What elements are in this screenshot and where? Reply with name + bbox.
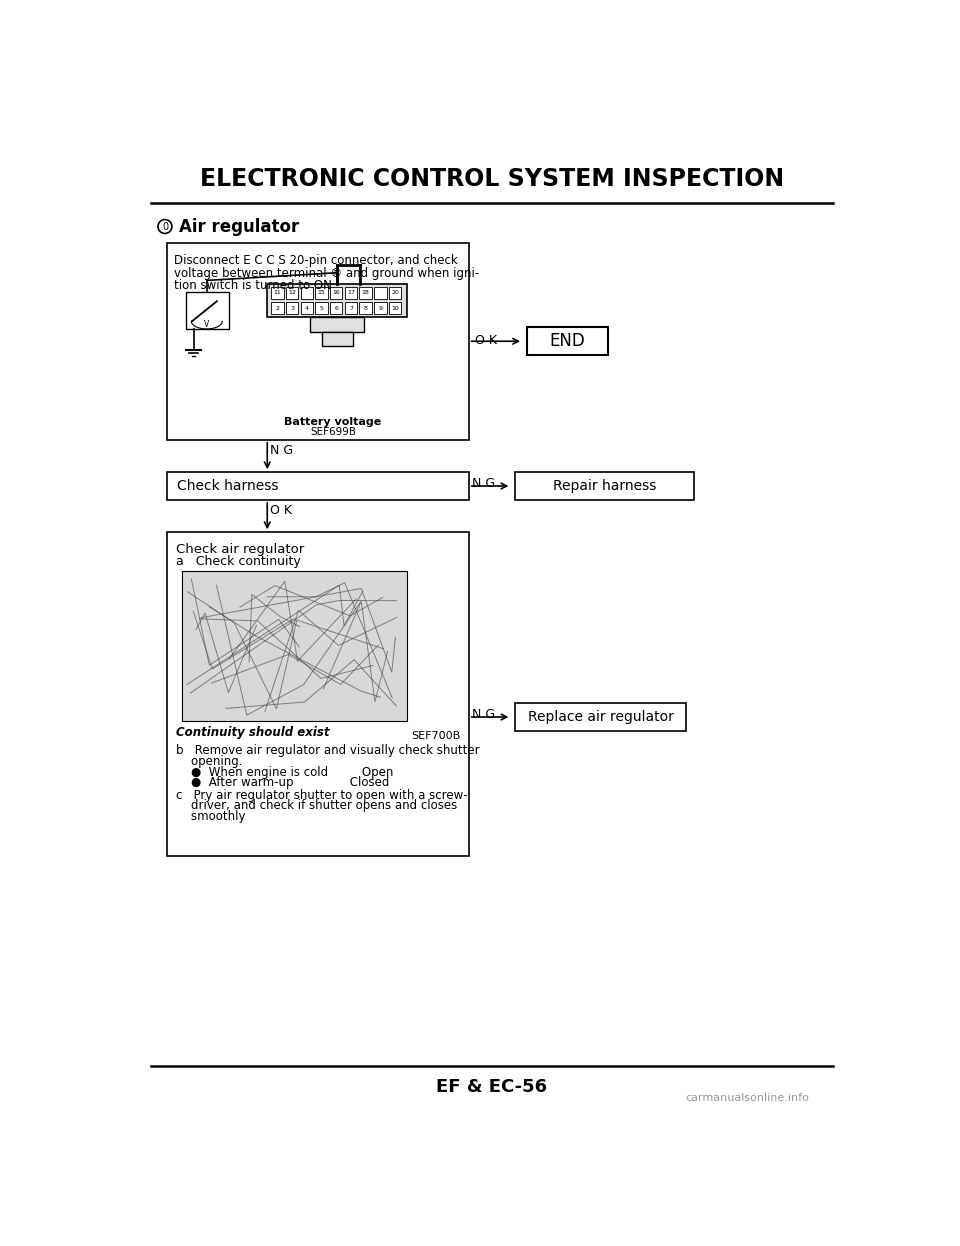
Bar [359, 302, 372, 314]
Text: tion switch is turned to ON: tion switch is turned to ON [175, 279, 332, 292]
Text: Disconnect E C C S 20-pin connector, and check: Disconnect E C C S 20-pin connector, and… [175, 254, 458, 267]
Text: 10: 10 [392, 305, 399, 310]
Text: 5: 5 [320, 305, 324, 310]
Bar [345, 302, 357, 314]
Bar [315, 287, 327, 299]
Bar [516, 472, 693, 500]
Text: 3: 3 [290, 305, 294, 310]
Bar [286, 302, 299, 314]
Text: opening.: opening. [176, 755, 242, 768]
Text: Check harness: Check harness [178, 478, 278, 493]
Text: b   Remove air regulator and visually check shutter: b Remove air regulator and visually chec… [176, 744, 479, 758]
Text: 11: 11 [274, 290, 281, 295]
Text: 8: 8 [364, 305, 368, 310]
Text: driver, and check if shutter opens and closes: driver, and check if shutter opens and c… [176, 800, 457, 812]
Text: 17: 17 [347, 290, 355, 295]
Text: Air regulator: Air regulator [179, 218, 300, 235]
Text: V: V [204, 320, 209, 329]
Bar [166, 472, 468, 500]
Text: 18: 18 [362, 290, 370, 295]
Bar [374, 302, 387, 314]
Bar [527, 328, 609, 355]
Text: N G: N G [271, 445, 294, 457]
Text: 20: 20 [391, 290, 399, 295]
Text: Repair harness: Repair harness [553, 478, 656, 493]
Bar [374, 287, 387, 299]
Bar [166, 243, 468, 440]
Text: 12: 12 [288, 290, 296, 295]
Text: ●  When engine is cold         Open: ● When engine is cold Open [176, 765, 394, 779]
Bar [345, 287, 357, 299]
Bar [300, 287, 313, 299]
Bar [271, 302, 283, 314]
Text: O K: O K [271, 505, 293, 517]
Bar [267, 284, 407, 316]
Text: smoothly: smoothly [176, 810, 246, 824]
Bar [315, 302, 327, 314]
Text: voltage between terminal ® and ground when igni-: voltage between terminal ® and ground wh… [175, 267, 479, 279]
Text: 16: 16 [332, 290, 340, 295]
Bar [271, 287, 283, 299]
Text: Battery voltage: Battery voltage [284, 416, 382, 426]
Text: Check air regulator: Check air regulator [176, 543, 304, 556]
Text: Replace air regulator: Replace air regulator [528, 710, 673, 724]
Bar [310, 316, 364, 331]
Text: a   Check continuity: a Check continuity [176, 556, 300, 568]
Text: END: END [549, 333, 585, 350]
Text: 15: 15 [318, 290, 325, 295]
Bar [389, 287, 401, 299]
Text: carmanualsonline.info: carmanualsonline.info [685, 1093, 809, 1103]
Text: SEF699B: SEF699B [310, 427, 356, 437]
Bar [186, 292, 228, 329]
Bar [330, 302, 343, 314]
Bar [286, 287, 299, 299]
Bar [330, 287, 343, 299]
Text: 6: 6 [334, 305, 338, 310]
Bar [389, 302, 401, 314]
Text: ELECTRONIC CONTROL SYSTEM INSPECTION: ELECTRONIC CONTROL SYSTEM INSPECTION [200, 167, 784, 191]
Text: N G: N G [472, 708, 495, 720]
Bar [166, 532, 468, 856]
Bar [516, 703, 685, 731]
Bar [359, 287, 372, 299]
Bar [322, 331, 352, 346]
Text: N G: N G [472, 477, 495, 490]
Text: c   Pry air regulator shutter to open with a screw-: c Pry air regulator shutter to open with… [176, 789, 468, 801]
Text: O K: O K [475, 334, 497, 346]
Text: ●  After warm-up               Closed: ● After warm-up Closed [176, 776, 389, 789]
Bar [300, 302, 313, 314]
Text: EF & EC-56: EF & EC-56 [437, 1078, 547, 1096]
Text: 4: 4 [304, 305, 309, 310]
Text: 2: 2 [276, 305, 279, 310]
Text: SEF700B: SEF700B [412, 731, 461, 741]
Bar [182, 571, 407, 721]
Text: 7: 7 [348, 305, 353, 310]
Text: Continuity should exist: Continuity should exist [176, 726, 329, 739]
Text: 0: 0 [162, 222, 168, 232]
Text: 9: 9 [378, 305, 382, 310]
